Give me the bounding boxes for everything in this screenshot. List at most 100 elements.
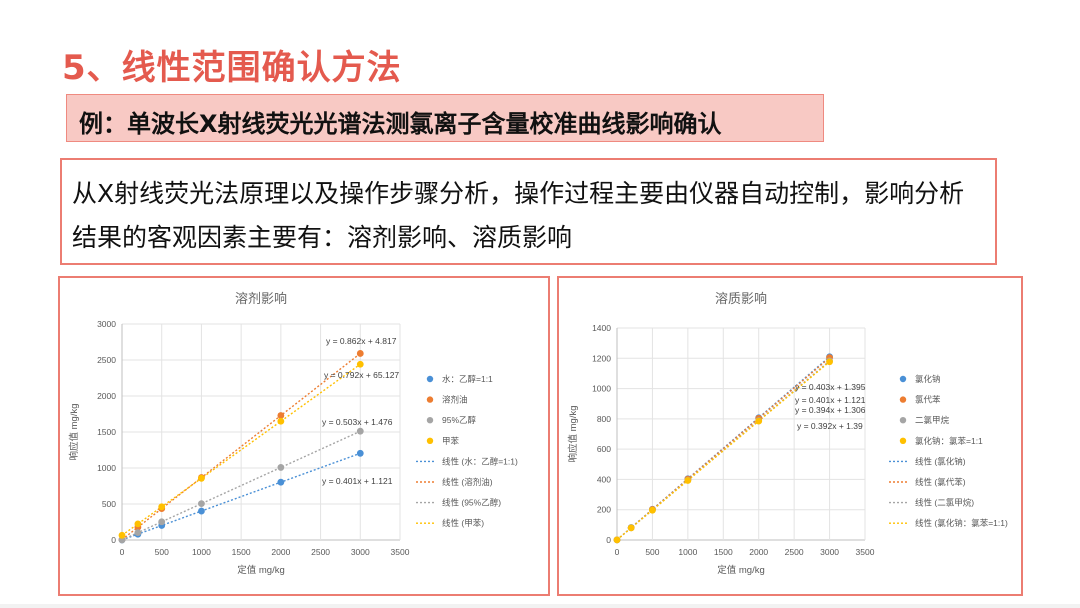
x-tick-label: 2500 bbox=[785, 547, 804, 557]
chart-title: 溶质影响 bbox=[715, 291, 767, 306]
y-tick-label: 1500 bbox=[97, 427, 116, 437]
trendline-equation: y = 0.401x + 1.121 bbox=[795, 395, 866, 405]
description-box: 从X射线荧光法原理以及操作步骤分析，操作过程主要由仪器自动控制，影响分析结果的客… bbox=[60, 158, 997, 265]
data-point bbox=[118, 531, 126, 539]
legend-label: 氯化钠 bbox=[915, 374, 941, 384]
trendline-equation: y = 0.503x + 1.476 bbox=[322, 417, 393, 427]
data-point bbox=[613, 536, 621, 544]
legend-label: 水：乙醇=1:1 bbox=[442, 374, 493, 384]
trendline bbox=[616, 357, 831, 541]
example-banner: 例：单波长X射线荧光光谱法测氯离子含量校准曲线影响确认 bbox=[66, 94, 824, 142]
example-subtitle: 例：单波长X射线荧光光谱法测氯离子含量校准曲线影响确认 bbox=[79, 110, 722, 138]
legend-marker bbox=[426, 375, 434, 383]
y-tick-label: 1400 bbox=[592, 323, 611, 333]
data-point bbox=[277, 412, 285, 419]
legend-marker bbox=[426, 396, 434, 403]
legend-label: 溶剂油 bbox=[442, 395, 468, 405]
x-axis-title: 定值 mg/kg bbox=[717, 564, 765, 576]
y-tick-label: 2000 bbox=[97, 391, 116, 401]
data-point bbox=[134, 529, 142, 537]
y-tick-label: 800 bbox=[597, 414, 611, 424]
x-tick-label: 3500 bbox=[856, 547, 875, 557]
legend-label: 二氯甲烷 bbox=[915, 415, 950, 425]
legend-label: 线性 (甲苯) bbox=[442, 518, 484, 528]
x-tick-label: 1500 bbox=[232, 547, 251, 557]
y-tick-label: 0 bbox=[606, 535, 611, 545]
y-tick-label: 600 bbox=[597, 444, 611, 454]
x-tick-label: 1000 bbox=[192, 547, 211, 557]
legend-label: 线性 (氯代苯) bbox=[915, 477, 966, 487]
data-point bbox=[755, 417, 763, 425]
legend-marker bbox=[899, 375, 907, 383]
legend-label: 线性 (氯化钠：氯苯=1:1) bbox=[915, 518, 1008, 528]
data-point bbox=[198, 500, 205, 508]
y-axis-title: 响应值 mg/kg bbox=[567, 405, 579, 462]
slide-bottom-edge bbox=[0, 604, 1080, 608]
x-tick-label: 3000 bbox=[351, 547, 370, 557]
data-point bbox=[277, 464, 285, 471]
legend-label: 甲苯 bbox=[442, 436, 460, 446]
description-text: 从X射线荧光法原理以及操作步骤分析，操作过程主要由仪器自动控制，影响分析结果的客… bbox=[72, 179, 965, 252]
trendline-equation: y = 0.401x + 1.121 bbox=[322, 476, 393, 486]
x-tick-label: 0 bbox=[120, 547, 125, 557]
data-point bbox=[198, 474, 205, 482]
data-point bbox=[356, 449, 364, 457]
legend-label: 95%乙醇 bbox=[442, 415, 477, 425]
data-point bbox=[134, 520, 142, 528]
trendline bbox=[121, 352, 361, 541]
legend-label: 氯代苯 bbox=[915, 395, 941, 405]
data-point bbox=[356, 427, 364, 435]
solute-effect-chart: 溶质影响 0 200 400 600 800 1000 1200 1400 0 500 1000 150… bbox=[557, 276, 1023, 596]
solvent-effect-chart: 溶剂影响 0 500 1000 1500 2000 2500 3000 0 500 1000 1500… bbox=[58, 276, 550, 596]
trendline-equation: y = 0.392x + 1.39 bbox=[797, 421, 863, 431]
data-point bbox=[356, 350, 364, 357]
legend-label: 线性 (水：乙醇=1:1) bbox=[442, 456, 518, 466]
x-tick-label: 1000 bbox=[678, 547, 697, 557]
legend-marker bbox=[899, 437, 907, 444]
y-axis-title: 响应值 mg/kg bbox=[68, 403, 80, 460]
x-tick-label: 2500 bbox=[311, 547, 330, 557]
legend-label: 线性 (溶剂油) bbox=[442, 477, 493, 487]
y-tick-label: 1000 bbox=[97, 463, 116, 473]
y-tick-label: 200 bbox=[597, 505, 611, 515]
data-point bbox=[158, 503, 166, 511]
legend-label: 线性 (95%乙醇) bbox=[442, 498, 501, 508]
data-point bbox=[627, 524, 635, 532]
chart-title: 溶剂影响 bbox=[235, 291, 287, 306]
data-point bbox=[198, 507, 205, 515]
data-point bbox=[684, 477, 692, 484]
legend-marker bbox=[426, 417, 434, 424]
data-point bbox=[356, 360, 364, 368]
x-axis-title: 定值 mg/kg bbox=[237, 564, 285, 576]
legend-label: 氯化钠：氯苯=1:1 bbox=[915, 436, 983, 446]
legend-label: 线性 (二氯甲烷) bbox=[915, 498, 974, 508]
x-tick-label: 2000 bbox=[271, 547, 290, 557]
trendline-equation: y = 0.394x + 1.306 bbox=[795, 405, 866, 415]
data-point bbox=[158, 518, 166, 526]
trendline-equation: y = 0.792x + 65.127 bbox=[324, 370, 399, 380]
x-tick-label: 1500 bbox=[714, 547, 733, 557]
y-tick-label: 1000 bbox=[592, 384, 611, 394]
x-tick-label: 500 bbox=[155, 547, 169, 557]
data-point bbox=[277, 417, 285, 425]
y-tick-label: 1200 bbox=[592, 353, 611, 363]
y-tick-label: 0 bbox=[111, 535, 116, 545]
y-tick-label: 2500 bbox=[97, 355, 116, 365]
legend-marker bbox=[899, 396, 907, 403]
y-tick-label: 400 bbox=[597, 474, 611, 484]
slide-title: 5、线性范围确认方法 bbox=[62, 48, 402, 88]
chart-svg: 溶质影响 0 200 400 600 800 1000 1200 1400 0 500 1000 150… bbox=[567, 291, 1008, 576]
x-tick-label: 0 bbox=[615, 547, 620, 557]
trendline-equation: y = 0.862x + 4.817 bbox=[326, 336, 397, 346]
x-tick-label: 500 bbox=[645, 547, 659, 557]
x-tick-label: 3000 bbox=[820, 547, 839, 557]
y-tick-label: 3000 bbox=[97, 319, 116, 329]
y-tick-label: 500 bbox=[102, 499, 116, 509]
legend-marker bbox=[426, 437, 434, 444]
chart-svg: 溶剂影响 0 500 1000 1500 2000 2500 3000 0 500 1000 1500… bbox=[68, 291, 518, 576]
x-tick-label: 2000 bbox=[749, 547, 768, 557]
legend-label: 线性 (氯化钠) bbox=[915, 456, 966, 466]
x-tick-label: 3500 bbox=[391, 547, 410, 557]
legend-marker bbox=[899, 417, 907, 424]
data-point bbox=[826, 358, 833, 366]
